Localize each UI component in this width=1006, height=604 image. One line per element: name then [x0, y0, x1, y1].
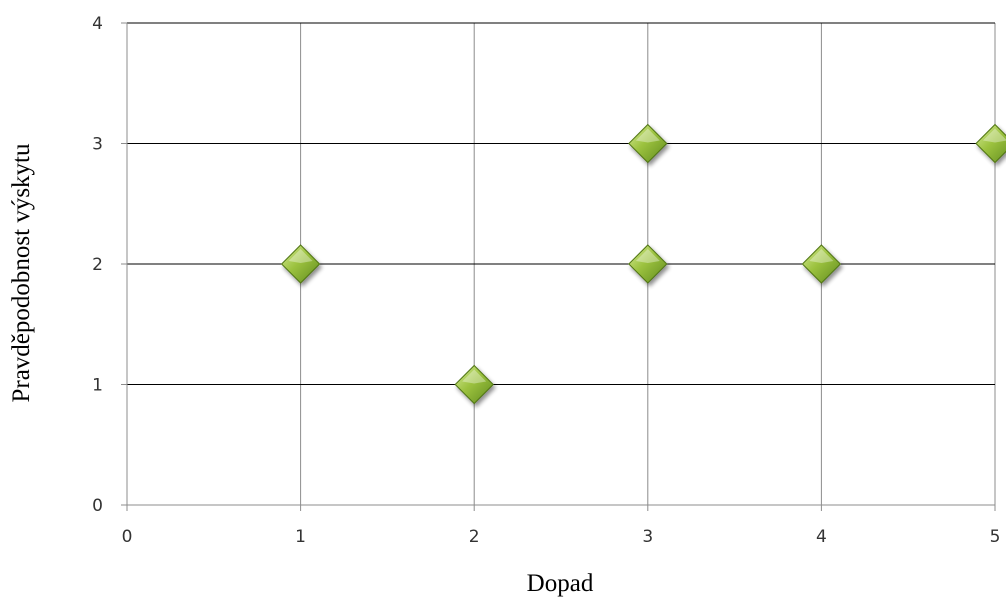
y-tick-label: 4	[92, 14, 103, 34]
x-tick-label: 0	[122, 527, 133, 547]
y-tick-label: 0	[92, 496, 103, 516]
data-point-diamond	[280, 244, 321, 284]
y-tick-label: 3	[92, 135, 103, 155]
x-axis-tick-labels: 0 1 2 3 4 5	[122, 527, 1001, 547]
y-axis-title: Pravděpodobnost výskytu	[8, 143, 35, 403]
axes	[121, 22, 996, 511]
x-tick-label: 2	[469, 527, 480, 547]
y-tick-label: 2	[92, 255, 103, 275]
data-point-diamond	[801, 244, 842, 284]
y-axis-tick-labels: 0 1 2 3 4	[92, 14, 103, 516]
grid-lines	[127, 22, 996, 505]
x-axis-title: Dopad	[527, 570, 594, 597]
y-tick-label: 1	[92, 376, 103, 396]
x-tick-label: 3	[642, 527, 653, 547]
data-point-diamond	[454, 364, 494, 405]
data-point-diamond	[975, 123, 1006, 164]
data-point-diamond	[628, 244, 668, 284]
data-point-diamond	[628, 123, 668, 164]
x-tick-label: 4	[816, 527, 827, 547]
data-points	[280, 123, 1006, 405]
x-tick-label: 1	[295, 527, 306, 547]
x-tick-label: 5	[990, 527, 1001, 547]
